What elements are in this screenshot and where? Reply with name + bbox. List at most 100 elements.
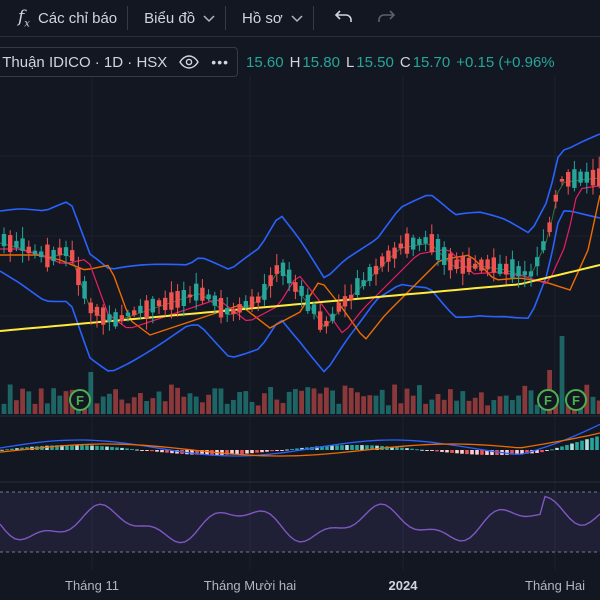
volume-bar [392,384,397,414]
macd-histogram-bar [515,450,519,455]
macd-line [0,423,600,457]
low-value: 15.50 [356,53,394,71]
candle-body [349,294,354,300]
candle-body [516,266,521,277]
eye-icon[interactable] [179,55,200,69]
candle-body [249,296,255,308]
bollinger-lower [0,210,600,373]
candle-body [510,259,515,278]
candle-body [113,312,118,327]
symbol-box[interactable]: g Thuận IDICO · 1D · HSX ••• [0,47,239,77]
volume-bar [293,389,298,414]
macd-histogram-bar [505,450,509,455]
undo-icon [334,8,354,28]
rsi-line [0,495,600,544]
indicators-button[interactable]: fx Các chỉ báo [0,0,127,36]
fundamentals-marker-label: F [76,393,84,408]
volume-bar [94,403,100,414]
volume-bar [330,390,335,414]
macd-histogram-bar [225,450,229,455]
volume-bar [342,385,348,414]
macd-histogram-bar [85,445,89,450]
macd-histogram-bar [390,446,394,450]
redo-icon [376,8,396,28]
macd-histogram-bar [25,447,29,450]
macd-histogram-bar [525,450,529,454]
volume-bar [510,399,515,414]
profile-dropdown[interactable]: Hồ sơ [226,0,313,36]
candle-body [163,297,168,311]
macd-histogram-bar [435,450,439,452]
candle-body [225,307,230,315]
macd-histogram-bar [130,448,134,450]
time-label-2024: 2024 [388,578,418,593]
macd-histogram-bar [70,445,74,450]
candle-body [150,298,155,313]
chart-type-dropdown[interactable]: Biểu đồ [128,0,225,36]
volume-bar [255,405,261,414]
candle-body [547,222,552,233]
volume-bar [410,395,416,414]
candle-body [280,262,286,277]
macd-histogram-bar [555,447,559,450]
candle-body [194,283,199,301]
candle-body [522,271,527,276]
macd-histogram-bar [245,450,249,454]
candle-body [45,244,50,268]
macd-histogram-bar [350,445,354,450]
volume-bar [243,391,249,414]
open-value: 15.60 [246,53,284,71]
macd-histogram-bar [240,450,244,454]
candle-body [218,298,224,318]
macd-histogram-bar [575,442,579,450]
candle-body [485,259,490,270]
candle-body [355,278,360,296]
volume-bar [423,403,428,414]
macd-histogram-bar [260,450,264,453]
candle-body [559,178,565,182]
candle-body [392,247,397,259]
indicators-label: Các chỉ báo [37,9,118,27]
undo-button[interactable] [314,0,364,36]
macd-histogram-bar [595,436,599,450]
volume-bar [398,403,404,414]
macd-histogram-bar [15,448,19,450]
time-label-dec: Tháng Mười hai [203,578,297,593]
time-axis[interactable]: Tháng 11 Tháng Mười hai 2024 Tháng Hai [0,570,600,600]
macd-histogram-bar [345,445,349,450]
volume-bar [237,391,242,414]
redo-button[interactable] [364,0,406,36]
volume-bar [441,399,447,414]
macd-histogram-bar [275,450,279,451]
macd-histogram-bar [370,445,374,450]
candle-body [1,233,7,247]
candle-body [361,280,366,287]
macd-histogram-bar [425,450,429,451]
macd-histogram-bar [140,450,144,451]
candle-body [504,263,509,275]
candle-body [132,310,137,316]
macd-histogram-bar [520,450,524,455]
volume-bar [206,394,211,414]
volume-bar [367,395,373,414]
volume-bar [57,395,63,414]
macd-signal-line [0,432,600,457]
candle-body [460,256,465,274]
volume-bar [534,404,540,414]
macd-histogram-bar [550,449,554,451]
macd-histogram-bar [320,446,324,450]
candle-body [200,287,205,301]
volume-bar [51,388,56,414]
volume-bar [528,390,534,414]
macd-histogram-bar [365,445,369,450]
symbol-title: g Thuận IDICO · 1D · HSX [0,53,168,71]
macd-histogram-bar [580,440,584,450]
candle-body [20,238,25,251]
volume-bar [373,395,379,414]
candle-body [175,291,180,308]
volume-bar [231,399,236,414]
more-dots-icon[interactable]: ••• [211,54,230,70]
macd-histogram-bar [10,448,14,450]
candle-body [237,304,242,313]
